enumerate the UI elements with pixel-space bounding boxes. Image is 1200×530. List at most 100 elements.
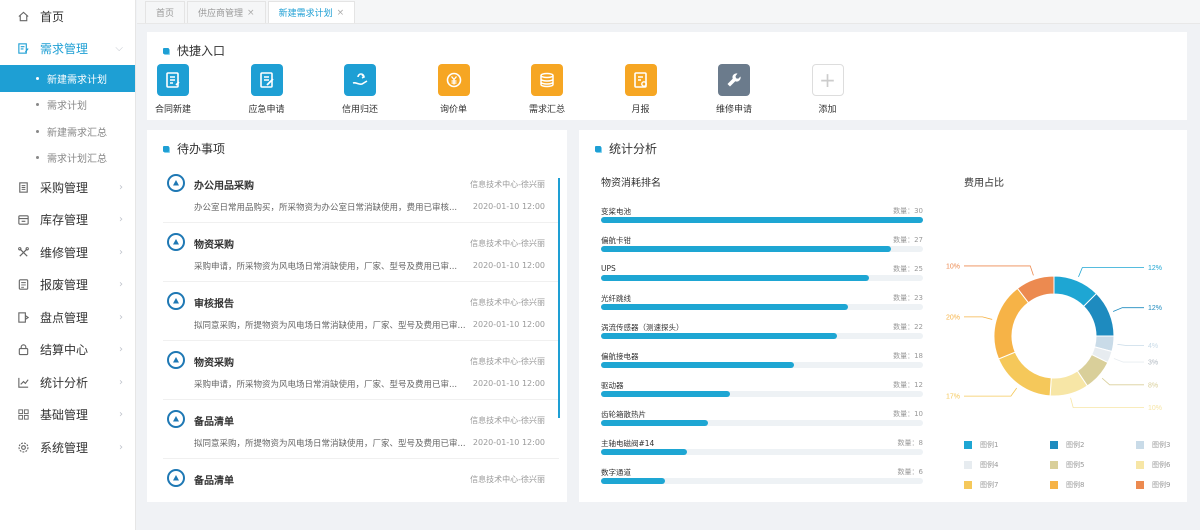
legend-item[interactable]: 图例4 [964, 460, 998, 470]
todo-item[interactable]: 办公用品采购 信息技术中心-徐兴丽 办公室日常用品购买，所采物资为办公室日常消缺使用… [163, 164, 559, 223]
sidebar-item-6[interactable]: 盘点管理 › [0, 301, 135, 334]
rank-bar-label: 数字通道 [601, 468, 631, 477]
scrap-icon [16, 278, 30, 292]
cost-donut-chart: 12% 12% 4% 3% 8% 10% 17% 20% 10% [946, 263, 1162, 412]
sidebar-subitem-3[interactable]: 需求计划汇总 [0, 145, 135, 172]
sidebar-item-10[interactable]: 系统管理 › [0, 431, 135, 464]
sidebar-item-label: 基础管理 [40, 408, 89, 423]
quick-entry-title: 快捷入口 [163, 42, 225, 59]
todo-item-date: 2020-01-10 12:00 [472, 438, 545, 447]
donut-slice[interactable] [993, 287, 1030, 360]
sidebar-item-3[interactable]: 库存管理 › [0, 204, 135, 237]
donut-slice[interactable] [997, 351, 1052, 397]
todo-item-desc: 拟同意采购，所提物资为风电场日常消缺使用，厂家、型号及费用已审... [194, 439, 466, 449]
quick-entry-label: 信用归还 [341, 105, 378, 115]
rank-bar [601, 391, 730, 397]
rank-bar-label: 主轴电磁阀#14 [601, 439, 655, 448]
legend-swatch [1050, 441, 1058, 449]
warehouse-icon [16, 213, 30, 227]
todo-item[interactable]: 审核报告 信息技术中心-徐兴丽 拟同意采购，所提物资为风电场日常消缺使用，厂家、型号… [163, 282, 559, 341]
form-edit-icon [250, 64, 283, 96]
tab-2[interactable]: 新建需求计划 × [267, 1, 356, 23]
sidebar-item-0[interactable]: 首页 [0, 0, 135, 33]
legend-item[interactable]: 图例6 [1136, 460, 1170, 470]
todo-scrollbar[interactable] [558, 178, 560, 418]
tab-1[interactable]: 供应商管理 × [187, 1, 266, 23]
rank-bar-track [601, 449, 923, 455]
sidebar-item-2[interactable]: 采购管理 › [0, 171, 135, 204]
legend-item[interactable]: 图例1 [964, 440, 998, 450]
donut-percent-label: 10% [1148, 405, 1162, 412]
close-icon[interactable]: × [247, 7, 255, 18]
legend-swatch [964, 461, 972, 469]
quick-entry-5[interactable]: 月报 [611, 64, 671, 115]
legend-item[interactable]: 图例8 [1050, 480, 1084, 490]
quick-entry-2[interactable]: 信用归还 [330, 64, 390, 115]
quick-entry-panel: 快捷入口 合同新建 应急申请 信用归还 询价单 需求汇总 月报 维修申请 + 添加 [147, 32, 1187, 120]
sidebar-subitem-label: 新建需求汇总 [47, 127, 107, 139]
quick-entry-4[interactable]: 需求汇总 [517, 64, 577, 115]
sidebar-subitem-2[interactable]: 新建需求汇总 [0, 118, 135, 145]
donut-leader-line [1117, 343, 1144, 347]
legend-item[interactable]: 图例9 [1136, 480, 1170, 490]
tab-bar: 首页 供应商管理 × 新建需求计划 × [137, 0, 1200, 24]
stats-title-text: 统计分析 [609, 142, 658, 156]
todo-item-icon [167, 233, 185, 251]
quick-entry-7[interactable]: + 添加 [798, 64, 858, 115]
tab-0[interactable]: 首页 [145, 1, 186, 23]
quick-entry-1[interactable]: 应急申请 [237, 64, 297, 115]
tab-label: 新建需求计划 [278, 9, 333, 19]
sidebar-item-4[interactable]: 维修管理 › [0, 236, 135, 269]
donut-slice[interactable] [1016, 275, 1055, 304]
legend-item[interactable]: 图例7 [964, 480, 998, 490]
quick-entry-label: 需求汇总 [528, 105, 565, 115]
home-icon [16, 9, 30, 23]
rank-bar-value: 数量：6 [897, 468, 923, 476]
legend-item[interactable]: 图例2 [1050, 440, 1084, 450]
rank-bar [601, 449, 687, 455]
rank-bar [601, 420, 709, 426]
rank-bar-label: 驱动器 [601, 381, 624, 390]
sidebar-item-label: 需求管理 [40, 42, 89, 57]
donut-leader-line [1113, 358, 1144, 363]
donut-leader-line [964, 265, 1034, 276]
sidebar-item-5[interactable]: 报废管理 › [0, 269, 135, 302]
donut-leader-line [1112, 307, 1144, 312]
rank-bar [601, 333, 838, 339]
sidebar-item-8[interactable]: 统计分析 › [0, 366, 135, 399]
tab-label: 首页 [156, 9, 175, 19]
todo-item[interactable]: 物资采购 信息技术中心-徐兴丽 采购申请，所采物资为风电场日常消缺使用，厂家、型号及… [163, 341, 559, 400]
legend-item[interactable]: 图例3 [1136, 440, 1170, 450]
sidebar-subitem-label: 新建需求计划 [47, 74, 107, 86]
quick-entry-0[interactable]: 合同新建 [143, 64, 203, 115]
todo-item-meta: 信息技术中心-徐兴丽 [470, 475, 545, 484]
todo-item-title: 备品清单 [194, 476, 234, 487]
sidebar-item-1[interactable]: 需求管理 ⌵ [0, 33, 135, 66]
rank-bar-value: 数量：27 [893, 236, 923, 244]
todo-item[interactable]: 备品清单 信息技术中心-徐兴丽 [163, 459, 559, 502]
todo-item-date: 2020-01-10 12:00 [472, 261, 545, 270]
sidebar-subitem-1[interactable]: 需求计划 [0, 92, 135, 119]
sidebar: 首页 需求管理 ⌵ 新建需求计划需求计划新建需求汇总需求计划汇总 采购管理 › 库存管理 › 维… [0, 0, 136, 530]
sidebar-item-7[interactable]: 结算中心 › [0, 334, 135, 367]
todo-item-icon [167, 174, 185, 192]
rank-bar [601, 246, 891, 252]
todo-list: 办公用品采购 信息技术中心-徐兴丽 办公室日常用品购买，所采物资为办公室日常消缺使用… [163, 164, 559, 502]
hand-return-icon [344, 64, 376, 96]
legend-item[interactable]: 图例5 [1050, 460, 1084, 470]
donut-percent-label: 12% [1148, 305, 1162, 312]
sidebar-item-9[interactable]: 基础管理 › [0, 399, 135, 432]
bullet-dot-icon [36, 103, 39, 107]
todo-item[interactable]: 备品清单 信息技术中心-徐兴丽 拟同意采购，所提物资为风电场日常消缺使用，厂家、型号… [163, 400, 559, 459]
chevron-right-icon: › [119, 279, 123, 291]
legend-swatch [1136, 441, 1144, 449]
quick-entry-6[interactable]: 维修申请 [704, 64, 764, 115]
quick-entry-3[interactable]: 询价单 [424, 64, 484, 115]
donut-leader-line [1101, 377, 1144, 386]
legend-label: 图例9 [1152, 481, 1171, 489]
todo-item[interactable]: 物资采购 信息技术中心-徐兴丽 采购申请，所采物资为风电场日常消缺使用，厂家、型号及… [163, 223, 559, 282]
close-icon[interactable]: × [336, 7, 345, 18]
rank-bar-label: 光纤跳线 [601, 294, 631, 303]
sidebar-subitem-0[interactable]: 新建需求计划 [0, 65, 135, 92]
wrench-icon [718, 64, 750, 96]
